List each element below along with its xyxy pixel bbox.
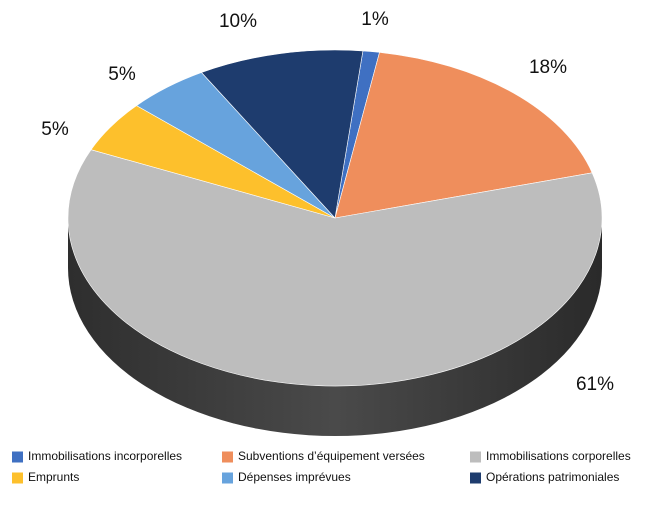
legend-swatch [12,472,23,484]
slice-label: 5% [108,64,136,85]
slice-label: 10% [219,11,257,32]
legend-label: Subventions d’équipement versées [238,449,425,463]
legend-label: Dépenses imprévues [238,470,351,484]
slice-label: 18% [529,57,567,78]
legend-label: Opérations patrimoniales [486,470,619,484]
legend-swatch [12,451,23,463]
pie-slice [334,52,593,219]
pie-slice [200,49,364,219]
legend-swatch [222,451,233,463]
legend-label: Emprunts [28,470,79,484]
slice-label: 1% [361,9,389,30]
slice-label: 5% [41,119,69,140]
slice-label: 61% [576,374,614,395]
legend-swatch [470,451,481,463]
legend-label: Immobilisations incorporelles [28,449,182,463]
pie-slice [67,149,603,387]
legend-swatch [222,472,233,484]
legend-swatch [470,472,481,484]
legend-label: Immobilisations corporelles [486,449,631,463]
